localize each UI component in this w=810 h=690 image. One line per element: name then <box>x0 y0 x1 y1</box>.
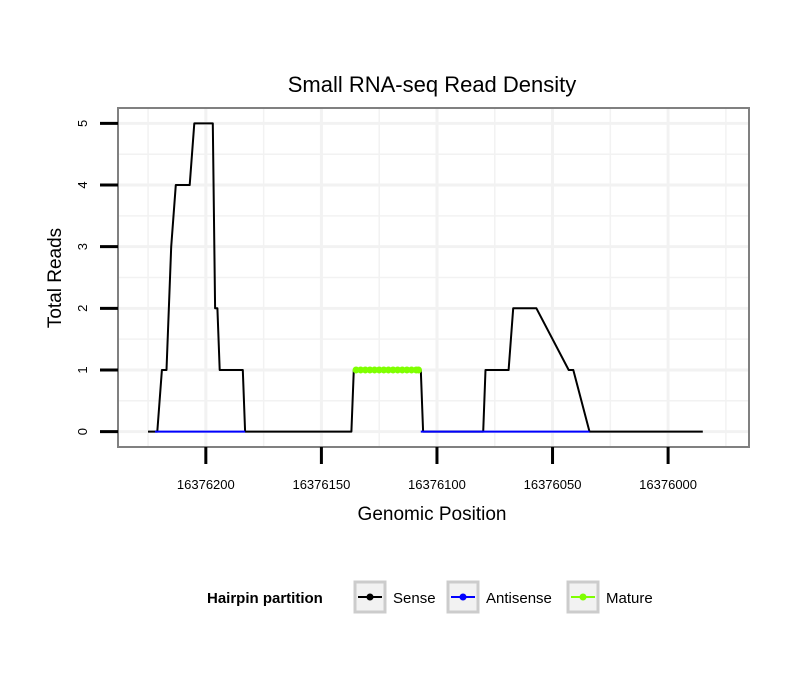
legend-key-point <box>579 593 587 601</box>
plot-panel-border <box>117 107 750 448</box>
y-tick-label: 4 <box>75 181 90 188</box>
legend-entries: Sense Antisense Mature <box>353 580 653 614</box>
chart-title: Small RNA-seq Read Density <box>288 72 577 97</box>
legend-item-mature: Mature <box>566 580 653 614</box>
x-axis-ticks: 16376200 16376150 16376100 16376050 16376000 <box>177 447 697 492</box>
legend-item-antisense: Antisense <box>446 580 552 614</box>
series-layer <box>148 122 703 433</box>
x-tick-label: 16376150 <box>292 477 350 492</box>
legend-key-point <box>366 593 374 601</box>
legend: Hairpin partition Sense Antisense Mature <box>207 580 653 614</box>
x-tick-label: 16376200 <box>177 477 235 492</box>
y-tick-label: 0 <box>75 428 90 435</box>
y-axis-ticks: 0 1 2 3 4 5 <box>75 120 118 435</box>
y-tick-label: 5 <box>75 120 90 127</box>
legend-label: Antisense <box>486 590 552 607</box>
series-mature-point <box>414 366 422 374</box>
legend-label: Sense <box>393 590 436 607</box>
x-tick-label: 16376050 <box>524 477 582 492</box>
y-tick-label: 1 <box>75 366 90 373</box>
legend-label: Mature <box>606 590 653 607</box>
x-axis-label: Genomic Position <box>358 504 507 525</box>
y-tick-label: 3 <box>75 243 90 250</box>
y-axis-label: Total Reads <box>45 228 66 328</box>
legend-title: Hairpin partition <box>207 590 323 607</box>
x-tick-label: 16376100 <box>408 477 466 492</box>
series-sense-line <box>148 122 703 433</box>
y-tick-label: 2 <box>75 305 90 312</box>
x-tick-label: 16376000 <box>639 477 697 492</box>
legend-key-point <box>459 593 467 601</box>
legend-item-sense: Sense <box>353 580 436 614</box>
